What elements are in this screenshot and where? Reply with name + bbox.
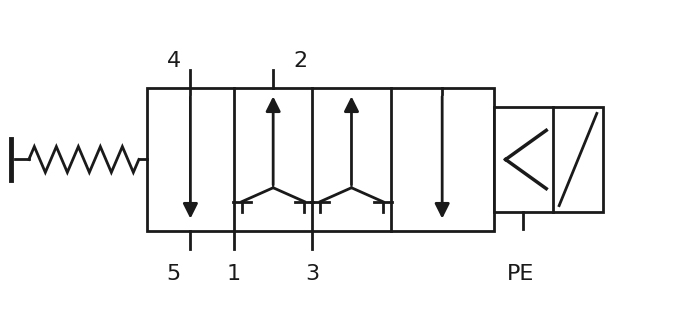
Text: 1: 1 <box>227 264 241 284</box>
Bar <box>147 87 493 231</box>
Text: 2: 2 <box>293 51 308 71</box>
Text: 4: 4 <box>167 51 181 71</box>
Bar <box>493 107 603 211</box>
Text: PE: PE <box>507 264 534 284</box>
Text: 3: 3 <box>305 264 320 284</box>
Text: 5: 5 <box>166 264 181 284</box>
